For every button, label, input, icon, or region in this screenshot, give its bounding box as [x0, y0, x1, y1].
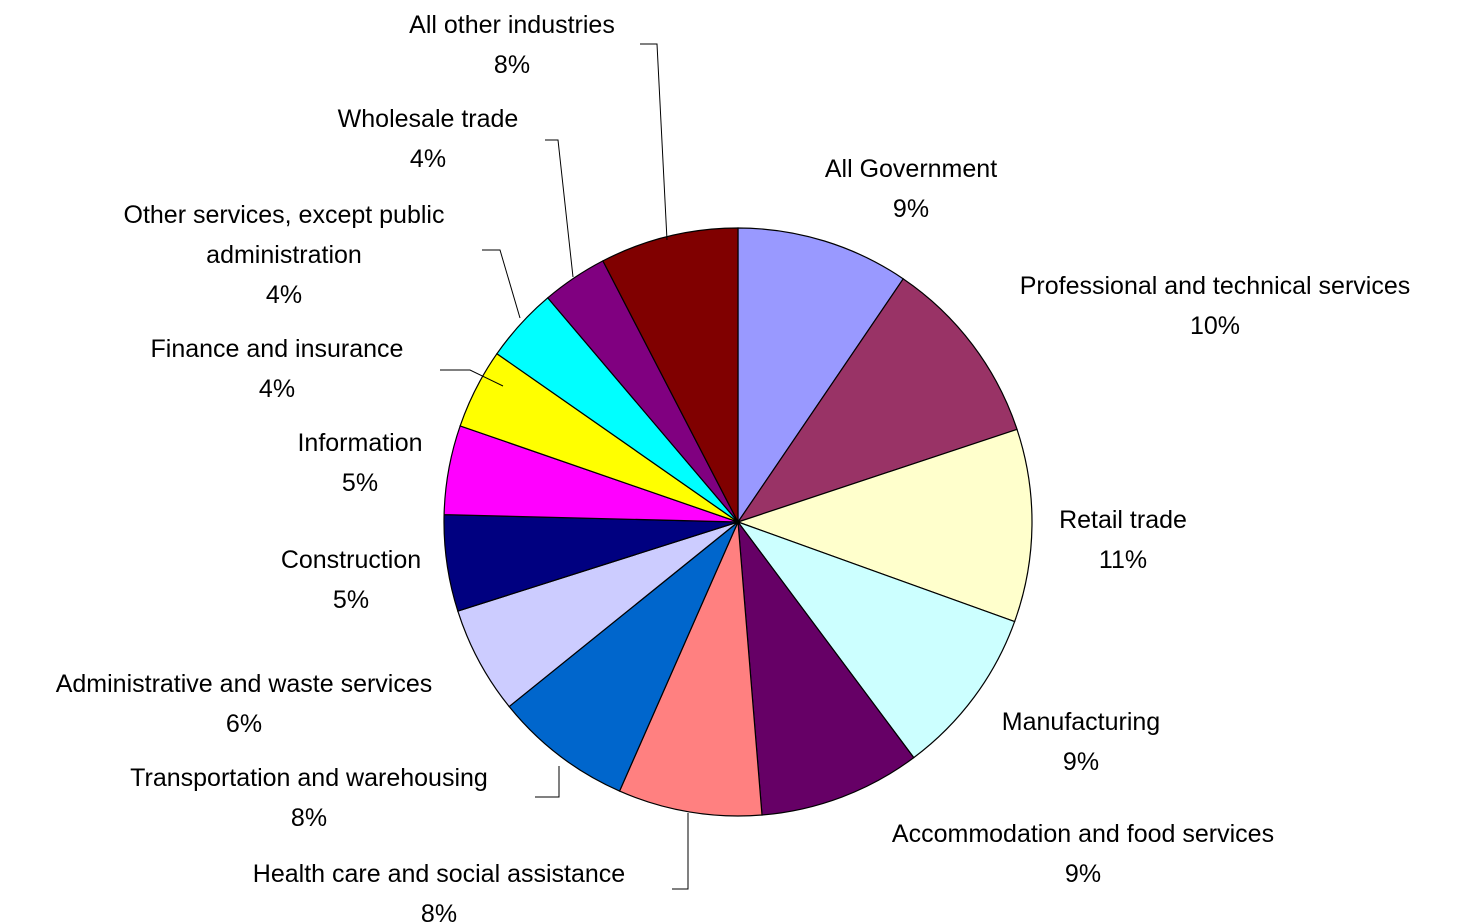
slice-category-label: Finance and insurance	[151, 335, 404, 363]
leader-line	[545, 139, 574, 278]
leader-line	[640, 43, 668, 241]
slice-category-label: Other services, except public	[124, 201, 445, 229]
slice-percent-label: 6%	[226, 710, 262, 738]
slice-category-label: Professional and technical services	[1020, 272, 1410, 300]
slice-percent-label: 4%	[266, 281, 302, 309]
leader-line	[672, 813, 689, 890]
slice-percent-label: 9%	[1063, 748, 1099, 776]
slice-category-label: Construction	[281, 546, 421, 574]
slice-percent-label: 11%	[1099, 546, 1147, 574]
slice-category-label: Wholesale trade	[338, 105, 519, 133]
slice-labels: All Government 9% Professional and technic…	[56, 11, 1411, 923]
slice-category-label: Transportation and warehousing	[130, 764, 488, 792]
leader-line	[482, 249, 521, 319]
pie-slice	[737, 227, 905, 524]
pie-slice	[736, 278, 1018, 524]
pie-slice	[736, 428, 1033, 623]
slice-percent-label: 8%	[494, 51, 530, 79]
slice-percent-label: 9%	[893, 195, 929, 223]
slice-percent-label: 8%	[291, 804, 327, 832]
slice-category-label: administration	[206, 241, 362, 269]
slice-category-label: Health care and social assistance	[253, 860, 625, 888]
slice-category-label: All Government	[825, 155, 997, 183]
label-leader-lines	[440, 43, 689, 890]
pie-slices	[443, 227, 1033, 817]
slice-percent-label: 8%	[421, 900, 457, 923]
leader-line	[535, 766, 560, 798]
slice-category-label: Manufacturing	[1002, 708, 1160, 736]
slice-percent-label: 10%	[1190, 312, 1240, 340]
pie-slice	[618, 521, 763, 817]
pie-slice	[508, 521, 739, 792]
slice-percent-label: 4%	[259, 375, 295, 403]
pie-slice	[736, 520, 1016, 759]
leader-line	[440, 369, 504, 387]
slice-percent-label: 9%	[1065, 860, 1101, 888]
slice-category-label: Administrative and waste services	[56, 670, 433, 698]
slice-percent-label: 5%	[342, 469, 378, 497]
slice-percent-label: 4%	[410, 145, 446, 173]
slice-category-label: All other industries	[409, 11, 615, 39]
slice-category-label: Accommodation and food services	[892, 820, 1274, 848]
pie-slice	[602, 227, 739, 523]
slice-percent-label: 5%	[333, 586, 369, 614]
pie-slice	[737, 519, 915, 816]
slice-category-label: Retail trade	[1059, 506, 1187, 534]
slice-category-label: Information	[297, 429, 422, 457]
